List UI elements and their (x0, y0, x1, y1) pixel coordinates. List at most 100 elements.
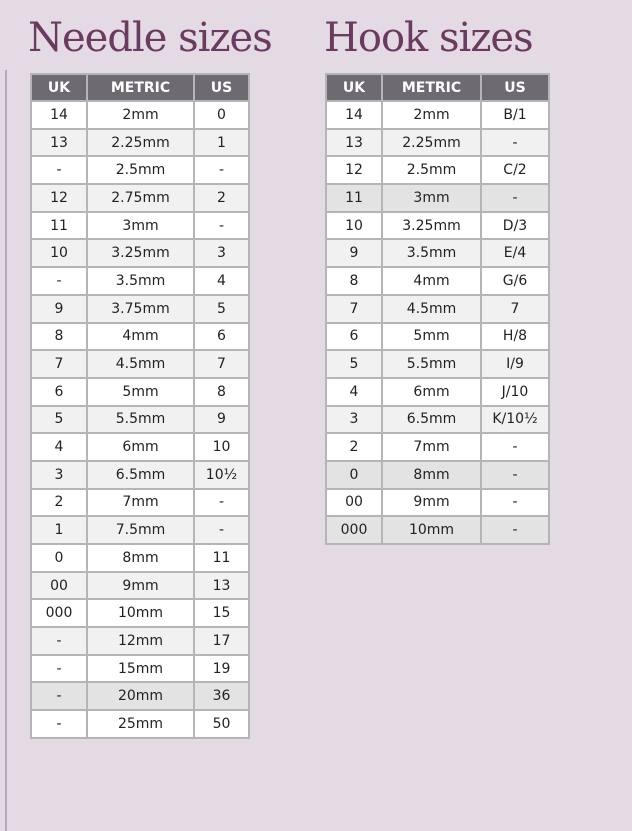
cell-metric: 8mm (86, 543, 195, 573)
cell-us: 4 (193, 266, 250, 296)
cell-us: I/9 (480, 349, 550, 379)
cell-metric: 5mm (86, 376, 195, 407)
cell-uk: 3 (325, 404, 383, 435)
cell-us: 11 (193, 543, 250, 573)
cell-metric: 5mm (381, 321, 482, 352)
table-row: -15mm 19 (30, 653, 250, 684)
cell-us: - (480, 127, 550, 158)
cell-us: 17 (193, 626, 250, 656)
cell-uk: 3 (30, 459, 88, 490)
table-row: 0 8mm - (325, 459, 550, 490)
cell-us: 1 (193, 127, 250, 158)
table-row: 13 2.25mm - (325, 127, 550, 158)
table-row: 5 5.5mm I/9 (325, 349, 550, 379)
cell-uk: 10 (30, 238, 88, 269)
header-metric: METRIC (381, 73, 482, 102)
cell-us: 7 (480, 293, 550, 324)
cell-us: 15 (193, 598, 250, 629)
cell-metric: 10mm (381, 515, 482, 545)
table-row: 00 9mm 13 (30, 570, 250, 601)
table-row: 3 6.5mm 10½ (30, 459, 250, 490)
cell-uk: 00 (325, 487, 383, 518)
table-row: 9 3.5mm E/4 (325, 238, 550, 269)
header-row: UK METRIC US (30, 73, 250, 102)
table-row: 9 3.75mm 5 (30, 293, 250, 324)
header-uk: UK (30, 73, 88, 102)
cell-metric: 3mm (86, 210, 195, 241)
cell-metric: 2mm (381, 100, 482, 130)
hook-sizes-table: UK METRIC US 14 2mm B/1 13 2.25mm -12 2.5mm C/2… (325, 73, 550, 545)
cell-uk: 12 (30, 183, 88, 213)
cell-uk: 10 (325, 210, 383, 241)
cell-uk: 0 (325, 459, 383, 490)
cell-metric: 10mm (86, 598, 195, 629)
cell-uk: 7 (30, 349, 88, 379)
cell-metric: 7.5mm (86, 515, 195, 545)
cell-uk: 8 (30, 321, 88, 352)
cell-metric: 2.5mm (381, 155, 482, 186)
cell-us: J/10 (480, 376, 550, 407)
table-row: 000 10mm 15 (30, 598, 250, 629)
cell-uk: 5 (325, 349, 383, 379)
cell-us: - (193, 210, 250, 241)
cell-metric: 3.75mm (86, 293, 195, 324)
cell-uk: 9 (30, 293, 88, 324)
table-row: 11 3mm - (30, 210, 250, 241)
cell-us: 19 (193, 653, 250, 684)
cell-metric: 3.5mm (86, 266, 195, 296)
cell-uk: 6 (30, 376, 88, 407)
cell-metric: 7mm (381, 432, 482, 462)
hook-sizes-title: Hook sizes (324, 15, 534, 61)
cell-metric: 2mm (86, 100, 195, 130)
cell-metric: 4.5mm (381, 293, 482, 324)
table-row: 2 7mm - (325, 432, 550, 462)
cell-metric: 2.75mm (86, 183, 195, 213)
table-row: -12mm 17 (30, 626, 250, 656)
cell-uk: - (30, 653, 88, 684)
divider-line (5, 70, 7, 831)
cell-us: 8 (193, 376, 250, 407)
cell-us: - (193, 515, 250, 545)
table-row: 12 2.5mm C/2 (325, 155, 550, 186)
cell-us: 10½ (193, 459, 250, 490)
cell-us: K/10½ (480, 404, 550, 435)
cell-metric: 20mm (86, 681, 195, 712)
header-us: US (193, 73, 250, 102)
cell-metric: 6mm (381, 376, 482, 407)
table-row: -20mm 36 (30, 681, 250, 712)
cell-metric: 4mm (381, 266, 482, 296)
cell-us: - (480, 459, 550, 490)
cell-us: - (193, 487, 250, 518)
cell-uk: - (30, 709, 88, 739)
cell-metric: 6mm (86, 432, 195, 462)
cell-us: D/3 (480, 210, 550, 241)
cell-metric: 9mm (381, 487, 482, 518)
table-row: 8 4mm 6 (30, 321, 250, 352)
table-row: 7 4.5mm 7 (325, 293, 550, 324)
cell-us: 5 (193, 293, 250, 324)
cell-metric: 5.5mm (86, 404, 195, 435)
cell-uk: 7 (325, 293, 383, 324)
cell-us: 3 (193, 238, 250, 269)
table-row: 000 10mm - (325, 515, 550, 545)
cell-uk: 13 (325, 127, 383, 158)
cell-metric: 3mm (381, 183, 482, 213)
cell-metric: 3.25mm (381, 210, 482, 241)
table-row: 6 5mm H/8 (325, 321, 550, 352)
table-row: 14 2mm 0 (30, 100, 250, 130)
cell-us: 0 (193, 100, 250, 130)
cell-us: 7 (193, 349, 250, 379)
cell-uk: 8 (325, 266, 383, 296)
cell-uk: 11 (325, 183, 383, 213)
table-row: 6 5mm 8 (30, 376, 250, 407)
cell-metric: 6.5mm (86, 459, 195, 490)
cell-uk: 2 (30, 487, 88, 518)
cell-us: G/6 (480, 266, 550, 296)
table-row: 4 6mm 10 (30, 432, 250, 462)
header-uk: UK (325, 73, 383, 102)
header-metric: METRIC (86, 73, 195, 102)
cell-uk: 0 (30, 543, 88, 573)
table-row: 0 8mm 11 (30, 543, 250, 573)
table-row: 00 9mm - (325, 487, 550, 518)
cell-us: - (480, 515, 550, 545)
